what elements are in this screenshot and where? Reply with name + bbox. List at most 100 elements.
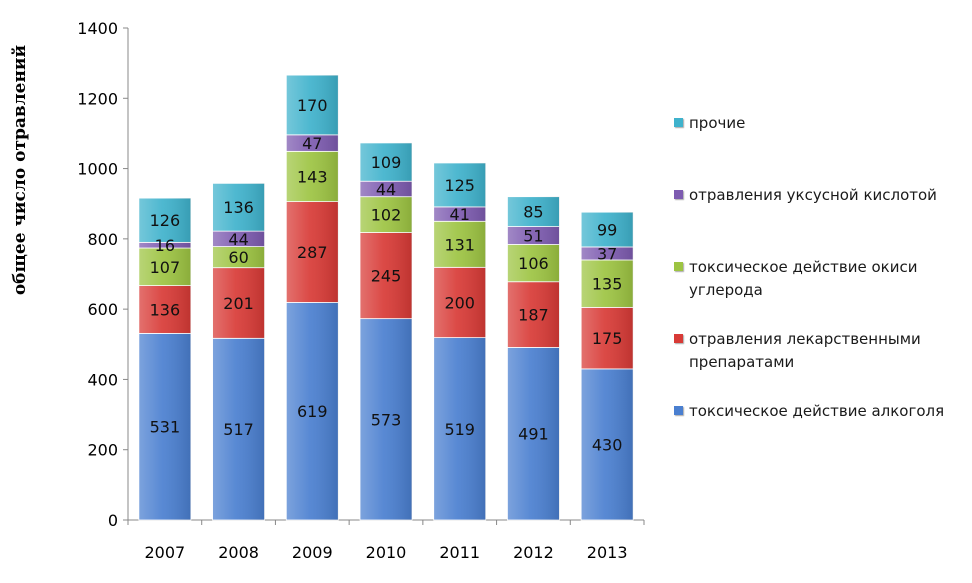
data-label: 187 [518, 306, 549, 325]
legend-label: отравления уксусной кислотой [689, 186, 937, 204]
data-label: 16 [155, 236, 175, 255]
x-tick-label: 2013 [587, 543, 628, 562]
data-label: 125 [444, 176, 475, 195]
bar-segment-shading [507, 244, 560, 282]
bar-segment-shading [138, 333, 191, 520]
bar-segment-shading [360, 196, 412, 233]
bar-segment-shading [433, 337, 486, 520]
data-labels: 5311361071612651720160441366192871434717… [150, 96, 623, 454]
bar-segment-shading [360, 232, 412, 319]
y-tick-label: 800 [87, 230, 118, 249]
legend-label: токсическое действие окиси углерода [689, 258, 918, 299]
data-label: 201 [223, 294, 254, 313]
data-label: 143 [297, 167, 328, 186]
y-tick-label: 0 [108, 511, 118, 530]
bar-segment-shading [360, 181, 412, 197]
data-label: 619 [297, 402, 328, 421]
x-tick-label: 2011 [439, 543, 480, 562]
data-label: 170 [297, 96, 328, 115]
bar-segment-shading [138, 242, 191, 248]
bar-segment-shading [581, 368, 634, 520]
x-tick-label: 2007 [144, 543, 185, 562]
data-label: 491 [518, 425, 549, 444]
legend-item: отравления лекарственными препаратами [674, 328, 970, 374]
data-label: 44 [376, 180, 396, 199]
data-label: 200 [444, 293, 475, 312]
bar-segment-shading [138, 247, 191, 286]
x-tick-label: 2009 [292, 543, 333, 562]
x-tick-label: 2010 [366, 543, 407, 562]
x-tick-label: 2012 [513, 543, 554, 562]
legend-item: токсическое действие окиси углерода [674, 256, 970, 302]
bar-segment-shading [286, 201, 339, 303]
data-label: 44 [228, 230, 248, 249]
bar-segment-shading [212, 231, 265, 247]
y-tick-label: 1000 [77, 160, 118, 179]
bar-segment-shading [433, 206, 486, 222]
data-label: 99 [597, 221, 617, 240]
data-label: 287 [297, 243, 328, 262]
bar-segment-shading [507, 281, 560, 348]
legend-item: токсическое действие алкоголя [674, 400, 944, 423]
bar-segment-shading [212, 246, 265, 268]
data-label: 430 [592, 435, 623, 454]
legend-swatch [674, 118, 683, 127]
legend-swatch [674, 334, 683, 343]
bar-segment-shading [360, 318, 412, 520]
y-tick-label: 400 [87, 370, 118, 389]
legend-item: отравления уксусной кислотой [674, 184, 937, 207]
bar-segment-shading [433, 162, 486, 207]
data-label: 131 [444, 235, 475, 254]
legend-swatch [674, 190, 683, 199]
legend-label: отравления лекарственными препаратами [689, 330, 921, 371]
data-label: 85 [523, 203, 543, 222]
bar-segment-shading [581, 246, 634, 260]
legend-label: токсическое действие алкоголя [689, 402, 945, 420]
legend-item: прочие [674, 112, 745, 135]
bar-segment-shading [433, 221, 486, 268]
y-axis-title: общее число отравлений [10, 44, 30, 296]
bar-segment-shading [360, 142, 412, 182]
legend-label: прочие [689, 114, 746, 132]
y-tick-label: 600 [87, 300, 118, 319]
bar-segment-shading [286, 134, 339, 152]
data-label: 106 [518, 254, 549, 273]
y-tick-label: 1400 [77, 19, 118, 38]
data-label: 60 [228, 248, 248, 267]
y-axis-title-wrap: общее число отравлений [0, 20, 40, 320]
data-label: 573 [371, 410, 402, 429]
bar-segment-shading [138, 198, 191, 243]
bar-segment-shading [286, 75, 339, 135]
bar-segment-shading [581, 212, 634, 247]
legend-swatch [674, 406, 683, 415]
y-tick-label: 1200 [77, 89, 118, 108]
data-label: 102 [371, 206, 402, 225]
data-label: 47 [302, 134, 322, 153]
bar-segment-shading [581, 259, 634, 308]
data-label: 135 [592, 275, 623, 294]
data-label: 41 [450, 205, 470, 224]
data-label: 531 [150, 418, 181, 437]
data-label: 517 [223, 420, 254, 439]
data-label: 245 [371, 267, 402, 286]
y-tick-label: 200 [87, 441, 118, 460]
bar-segment-shading [138, 285, 191, 334]
bar-segment-shading [212, 338, 265, 520]
legend-swatch [674, 262, 683, 271]
x-tick-label: 2008 [218, 543, 259, 562]
data-label: 37 [597, 244, 617, 263]
data-label: 109 [371, 153, 402, 172]
bar-segment-shading [212, 267, 265, 339]
data-label: 136 [150, 300, 181, 319]
axes: 0 200 400 600 800 1000 1200 1400 2007 2008 2009 201… [77, 19, 645, 562]
bar-segment-shading [507, 226, 560, 245]
bar-segment-shading [286, 151, 339, 202]
bar-segment-shading [507, 347, 560, 520]
bar-segment-shading [507, 196, 560, 227]
bars [138, 74, 634, 521]
data-label: 107 [150, 258, 181, 277]
bar-segment-shading [433, 267, 486, 338]
data-label: 51 [523, 227, 543, 246]
bar-segment-shading [212, 183, 265, 232]
